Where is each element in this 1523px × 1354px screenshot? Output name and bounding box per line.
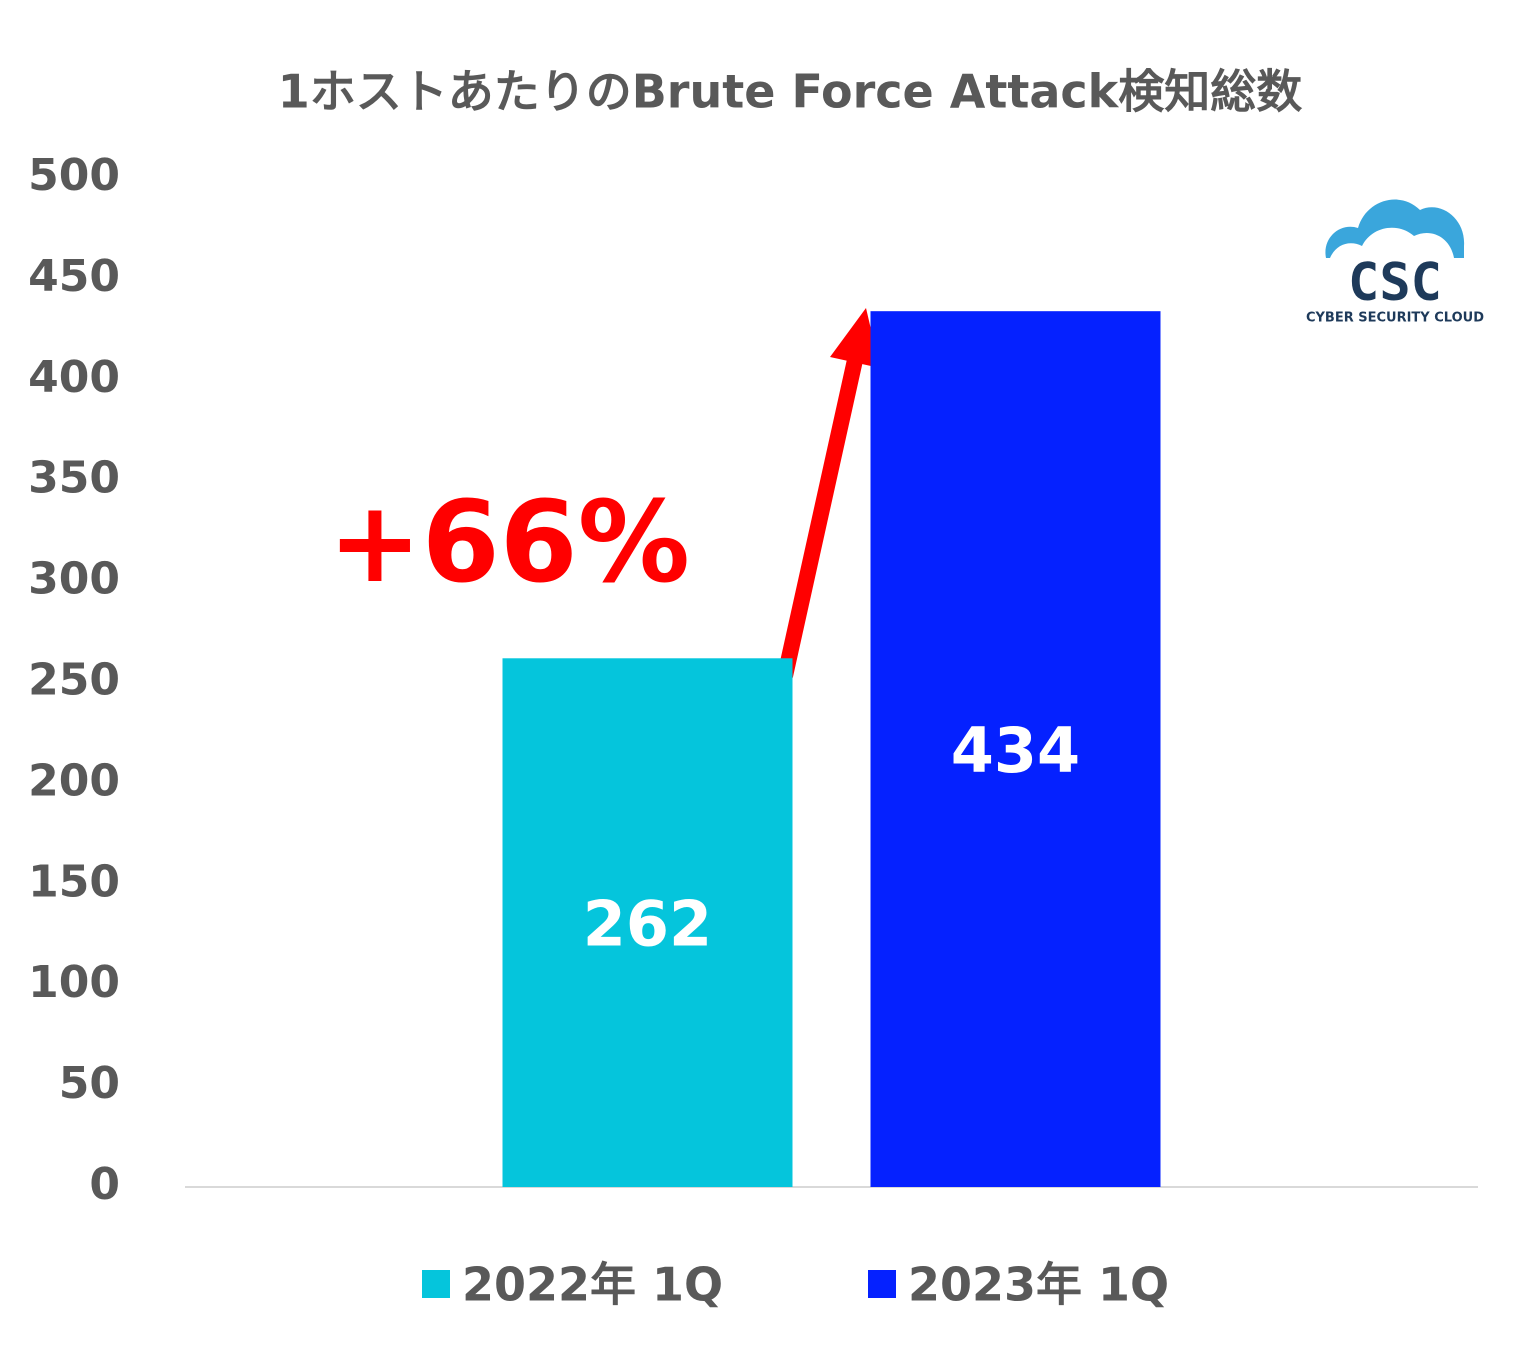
data-label: 434	[951, 714, 1080, 787]
legend-label: 2022年 1Q	[462, 1258, 723, 1312]
legend-swatch	[422, 1270, 450, 1298]
arrow-shaft	[777, 358, 863, 678]
growth-arrow	[777, 308, 880, 678]
y-tick-label: 450	[28, 251, 120, 302]
y-tick-label: 100	[28, 957, 120, 1008]
y-tick-label: 0	[89, 1159, 120, 1210]
data-label: 262	[583, 888, 712, 961]
y-tick-label: 350	[28, 453, 120, 504]
y-tick-label: 200	[28, 755, 120, 806]
chart-title: 1ホストあたりのBrute Force Attack検知総数	[278, 65, 1303, 119]
y-tick-label: 250	[28, 655, 120, 706]
bar	[502, 658, 793, 1187]
legend-label: 2023年 1Q	[908, 1258, 1169, 1312]
y-tick-label: 400	[28, 352, 120, 403]
arrow-head	[830, 308, 880, 368]
annotation: +66%	[328, 478, 690, 608]
legend-swatch	[868, 1270, 896, 1298]
y-tick-label: 150	[28, 856, 120, 907]
bar	[870, 311, 1161, 1187]
logo: CSC CYBER SECURITY CLOUD	[1306, 199, 1484, 326]
y-tick-label: 500	[28, 150, 120, 201]
y-tick-label: 50	[59, 1058, 120, 1109]
logo-tagline: CYBER SECURITY CLOUD	[1306, 311, 1484, 326]
logo-name: CSC	[1348, 253, 1442, 313]
logo-cloud-inner	[1330, 227, 1454, 258]
y-tick-label: 300	[28, 554, 120, 605]
